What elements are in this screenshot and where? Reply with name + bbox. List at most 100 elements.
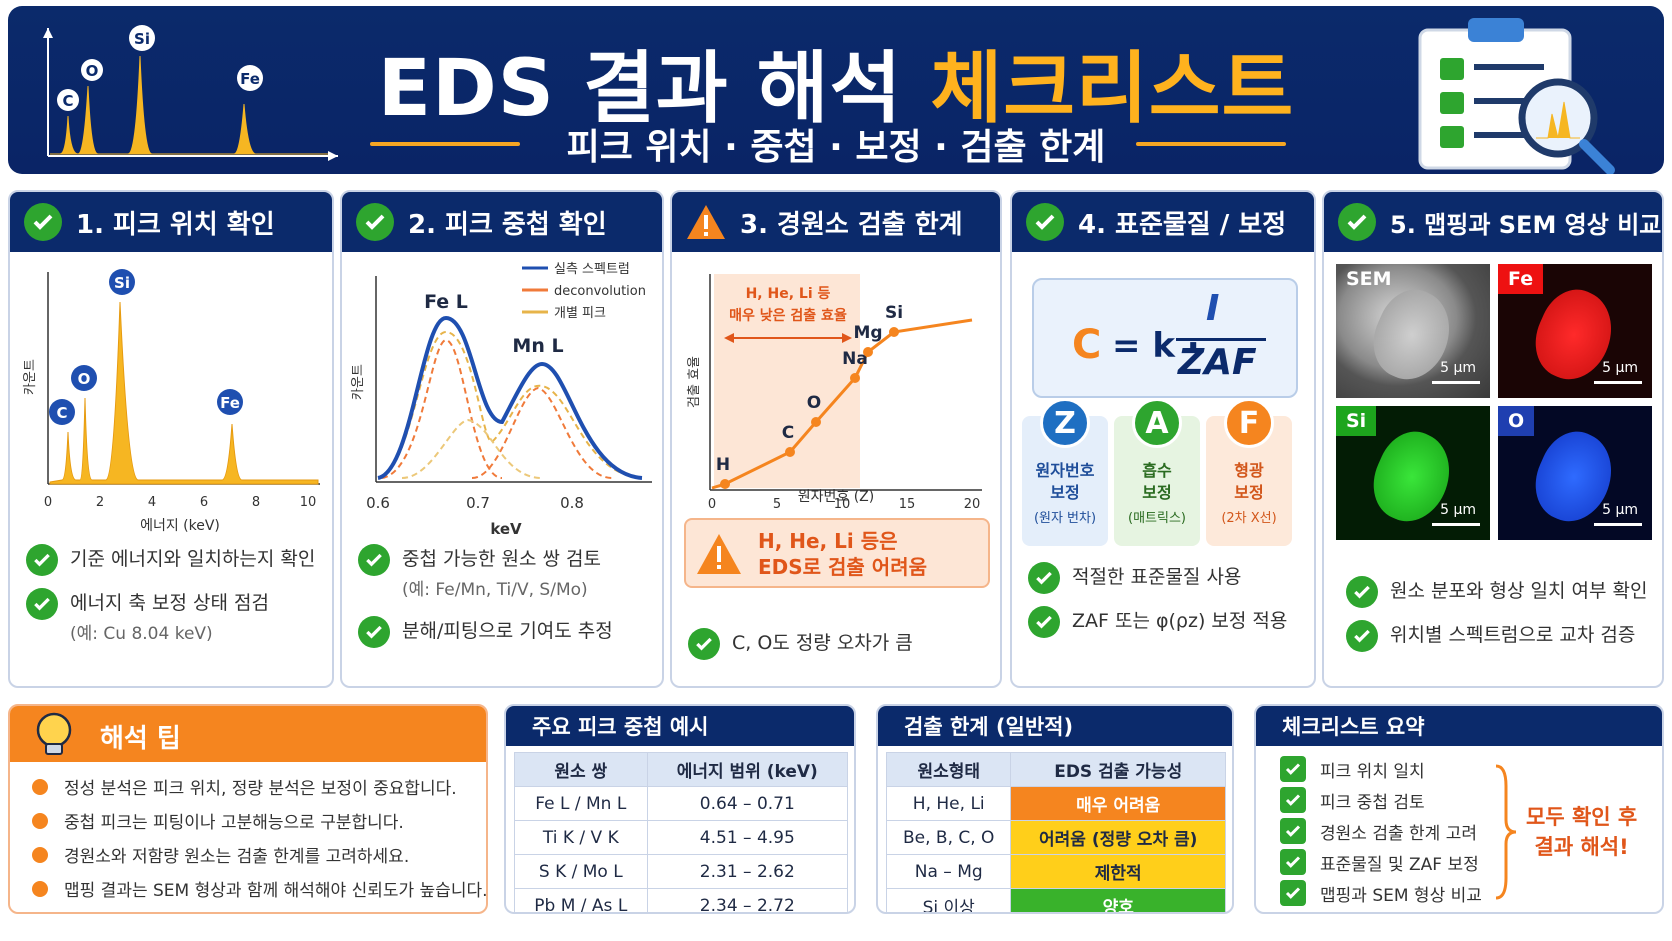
factor-line: 형광: [1234, 461, 1264, 480]
card-peak-overlap: 2. 피크 중첩 확인 카운트 Fe L Mn L 실측 스펙트럼 deconv…: [340, 190, 664, 688]
factor-letter: F: [1224, 398, 1274, 448]
checkbox-icon: [1280, 880, 1306, 906]
y-axis-label: 카운트: [23, 359, 38, 395]
table-row: Na – Mg 제한적: [885, 854, 1226, 889]
card-mapping-sem: 5. 맵핑과 SEM 영상 비교 SEM 5 μm Fe 5 μm Si 5 μ…: [1322, 190, 1664, 688]
zaf-factor-f: F 형광 보정 (2차 X선): [1206, 398, 1292, 546]
bullet-item: 위치별 스펙트럼으로 교차 검증: [1346, 620, 1635, 652]
page-subtitle: 피크 위치 · 중첩 · 보정 · 검출 한계: [566, 127, 1106, 168]
overlap-table: 원소 쌍 에너지 범위 (keV) Fe L / Mn L 0.64 – 0.71 Ti…: [514, 752, 849, 912]
table-header: 원소형태: [885, 752, 1012, 787]
summary-item: 피크 중첩 검토: [1280, 787, 1425, 813]
table-header: 원소 쌍: [514, 752, 648, 787]
subtitle-rule-left: [370, 142, 520, 146]
table-header: EDS 검출 가능성: [1010, 752, 1226, 787]
x-tick-label: 8: [252, 495, 260, 510]
overlap-table-title: 주요 피크 중첩 예시: [506, 706, 854, 746]
check-icon: [1028, 562, 1060, 594]
region-label: 매우 낮은 검출 효율: [729, 307, 847, 324]
header-peak-label: C: [62, 92, 73, 110]
legend-entry: 실측 스펙트럼: [554, 262, 630, 277]
bullet-item: 기준 에너지와 일치하는지 확인: [26, 544, 315, 576]
header-peak-label: Fe: [240, 70, 260, 88]
y-axis-label: 검출 효율: [687, 356, 702, 408]
tips-box: 해석 팁 정성 분석은 피크 위치, 정량 분석은 보정이 중요합니다. 중첩 피…: [8, 704, 488, 914]
page-title: EDS 결과 해석 체크리스트: [377, 44, 1295, 134]
limit-table-title: 검출 한계 (일반적): [878, 706, 1232, 746]
warning-text: H, He, Li 등은 EDS로 검출 어려움: [758, 529, 927, 579]
tip-item: 경원소와 저함량 원소는 검출 한계를 고려하세요.: [32, 842, 409, 867]
element-label: Na: [842, 349, 868, 369]
map-tile-fe: Fe 5 μm: [1498, 264, 1652, 398]
check-icon: [1338, 203, 1376, 241]
checkbox-icon: [1280, 756, 1306, 782]
card-header: 4. 표준물질 / 보정: [1012, 192, 1314, 252]
check-icon: [688, 628, 720, 660]
x-tick-label: 2: [96, 495, 104, 510]
card-light-element-limit: 3. 경원소 검출 한계 검출 효율 H, He, Li 등 매우 낮은 검출 …: [670, 190, 1002, 688]
element-point: [811, 417, 821, 427]
table-cell: 양호: [1010, 888, 1226, 912]
check-icon: [24, 203, 62, 241]
check-icon: [26, 588, 58, 620]
scale-bar: [1594, 523, 1642, 526]
x-tick-label: 4: [148, 495, 156, 510]
check-icon: [1346, 576, 1378, 608]
peak-label: Mn L: [512, 335, 563, 357]
bullet-item: 중첩 가능한 원소 쌍 검토 (예: Fe/Mn, Ti/V, S/Mo): [358, 544, 601, 600]
x-tick-labels: 0 5 10 15 20: [708, 497, 980, 512]
factor-note: (매트릭스): [1128, 511, 1186, 526]
map-tile-si: Si 5 μm: [1336, 406, 1490, 540]
peak-label: O: [78, 370, 91, 388]
summary-item: 표준물질 및 ZAF 보정: [1280, 849, 1479, 875]
scale-label: 5 μm: [1602, 502, 1638, 518]
scale-bar: [1432, 523, 1480, 526]
factor-note: (2차 X선): [1221, 511, 1277, 526]
x-tick-label: 0.6: [366, 494, 390, 512]
card-title: 4. 표준물질 / 보정: [1078, 209, 1287, 240]
x-tick-label: 0: [44, 495, 52, 510]
zaf-factor-z: Z 원자번호 보정 (원자 번차): [1022, 398, 1108, 546]
factor-line: 보정: [1142, 483, 1172, 502]
tip-item: 정성 분석은 피크 위치, 정량 분석은 보정이 중요합니다.: [32, 774, 457, 799]
tile-label: Si: [1336, 406, 1377, 436]
factor-letter: A: [1132, 398, 1182, 448]
clipboard-magnifier-icon: [1418, 18, 1615, 174]
table-cell: H, He, Li: [885, 786, 1012, 821]
table-cell: 2.31 – 2.62: [646, 854, 849, 889]
card-title: 2. 피크 중첩 확인: [408, 209, 607, 240]
formula-num: I: [1206, 288, 1220, 329]
element-point: [720, 479, 730, 489]
table-cell: 매우 어려움: [1010, 786, 1226, 821]
table-cell: Si 이상: [885, 888, 1012, 912]
subtitle-rule-right: [1136, 142, 1286, 146]
lightbulb-icon: [36, 712, 72, 755]
card-title: 3. 경원소 검출 한계: [740, 209, 963, 240]
legend-entry: deconvolution: [554, 284, 646, 299]
check-icon: [1026, 203, 1064, 241]
header-banner: C O Si Fe EDS 결과 해석 체크리스트 피크 위치 · 중첩 · 보…: [8, 6, 1664, 174]
summary-item: 피크 위치 일치: [1280, 756, 1425, 782]
summary-item: 경원소 검출 한계 고려: [1280, 818, 1477, 844]
table-cell: Na – Mg: [885, 854, 1012, 889]
header-peak-label: Si: [134, 30, 150, 48]
element-label: Si: [885, 303, 903, 323]
bullet-item: 에너지 축 보정 상태 점검 (예: Cu 8.04 keV): [26, 588, 269, 644]
bullet-item: C, O도 정량 오차가 큼: [688, 628, 913, 660]
card-title: 5. 맵핑과 SEM 영상 비교: [1390, 210, 1662, 239]
table-row: Fe L / Mn L 0.64 – 0.71: [514, 786, 849, 821]
efficiency-chart: 검출 효율 H, He, Li 등 매우 낮은 검출 효율 HCONaMgSi …: [687, 274, 982, 512]
x-tick-label: 6: [200, 495, 208, 510]
table-row: Be, B, C, O 어려움 (정량 오차 큼): [885, 820, 1226, 855]
scale-bar: [1432, 381, 1480, 384]
bullet-dot: [32, 812, 48, 829]
x-tick-label: 5: [773, 497, 781, 512]
card-peak-position: 1. 피크 위치 확인 카운트 C O Si Fe 0 2 4 6 8 10 에너지 (keV)…: [8, 190, 334, 688]
table-row: Si 이상 양호: [885, 888, 1226, 912]
warning-icon: [697, 534, 741, 574]
legend-entry: 개별 피크: [554, 306, 606, 321]
element-point: [850, 373, 860, 383]
table-cell: Be, B, C, O: [885, 820, 1012, 855]
